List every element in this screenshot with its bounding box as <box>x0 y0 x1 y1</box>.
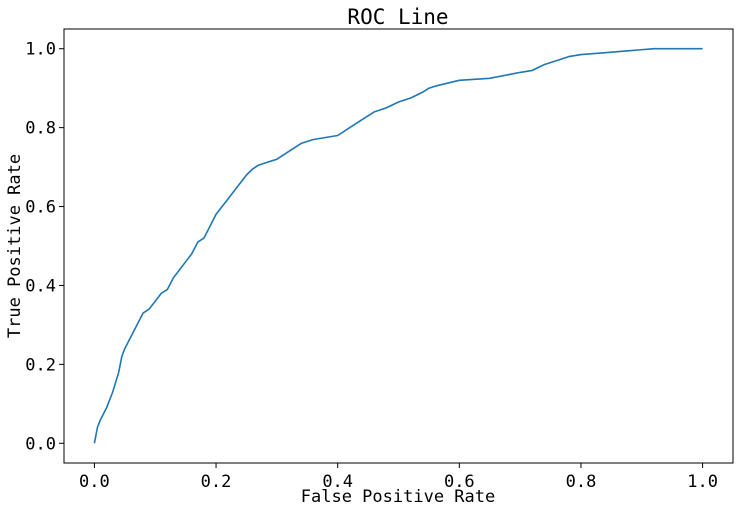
x-tick-label: 0.4 <box>322 472 353 492</box>
x-tick-label: 0.2 <box>201 472 232 492</box>
roc-curve-line <box>93 47 703 444</box>
x-tick-label: 1.0 <box>687 472 718 492</box>
x-tick-label: 0.0 <box>79 472 110 492</box>
x-axis-label: False Positive Rate <box>301 487 495 507</box>
y-tick-label: 0.6 <box>25 198 56 218</box>
y-tick-label: 0.8 <box>25 119 56 139</box>
x-axis-ticks: 0.0 0.2 0.4 0.6 0.8 1.0 <box>79 463 718 492</box>
y-axis-label: True Positive Rate <box>5 154 25 338</box>
y-tick-label: 0.0 <box>25 434 56 454</box>
y-axis-ticks: 0.0 0.2 0.4 0.6 0.8 1.0 <box>25 40 64 454</box>
y-tick-label: 0.4 <box>25 276 56 296</box>
y-tick-label: 1.0 <box>25 40 56 60</box>
plot-frame <box>63 28 734 464</box>
x-tick-label: 0.8 <box>566 472 597 492</box>
y-tick-label: 0.2 <box>25 355 56 375</box>
x-tick-label: 0.6 <box>444 472 475 492</box>
chart-title: ROC Line <box>347 5 448 29</box>
